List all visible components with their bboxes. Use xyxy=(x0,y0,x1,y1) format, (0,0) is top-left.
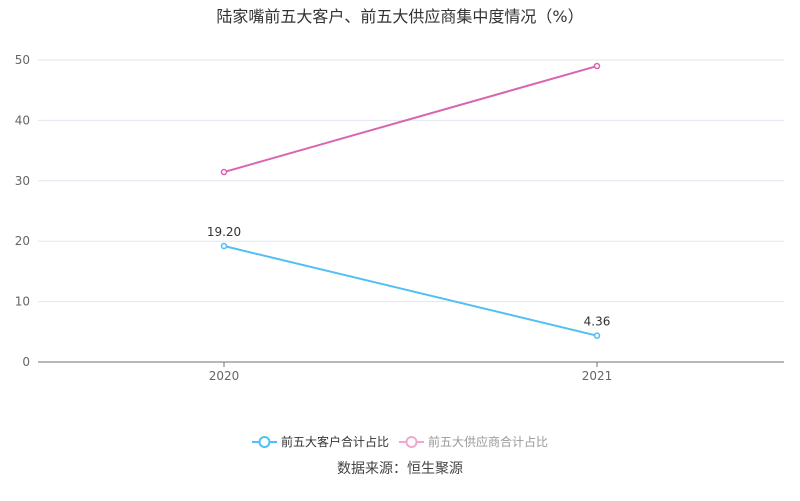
y-tick-label: 10 xyxy=(15,295,30,309)
legend-line-icon xyxy=(251,435,277,448)
data-source: 数据来源：恒生聚源 xyxy=(337,461,463,477)
y-tick-label: 30 xyxy=(15,174,30,188)
data-label: 4.36 xyxy=(584,315,611,329)
series-line xyxy=(223,245,598,337)
data-label: 19.20 xyxy=(207,225,241,239)
series-line xyxy=(223,65,598,174)
y-tick-label: 40 xyxy=(15,113,30,127)
legend-line-icon xyxy=(399,435,424,448)
y-tick-label: 20 xyxy=(15,234,30,248)
legend-label: 前五大供应商合计占比 xyxy=(428,435,549,449)
data-point xyxy=(593,62,601,70)
y-tick-label: 0 xyxy=(22,355,30,369)
x-tick-label: 2020 xyxy=(209,369,240,383)
chart-title: 陆家嘴前五大客户、前五大供应商集中度情况（%） xyxy=(216,7,584,26)
legend: 前五大客户合计占比 前五大供应商合计占比 xyxy=(0,433,800,450)
legend-item[interactable]: 前五大供应商合计占比 xyxy=(399,433,548,450)
legend-label: 前五大客户合计占比 xyxy=(280,435,389,449)
data-point xyxy=(220,242,228,250)
y-tick-label: 50 xyxy=(15,53,30,67)
data-point xyxy=(220,168,228,176)
data-point xyxy=(593,332,601,339)
legend-item[interactable]: 前五大客户合计占比 xyxy=(251,433,389,450)
x-tick-label: 2021 xyxy=(582,369,613,383)
